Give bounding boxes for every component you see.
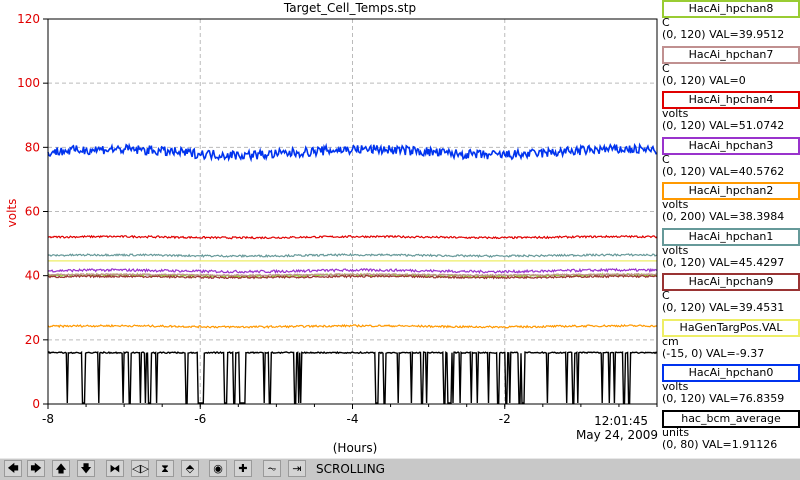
legend-series-name[interactable]: HacAi_hpchan0 [662, 364, 800, 382]
chart-title: Target_Cell_Temps.stp [283, 1, 417, 15]
legend-item[interactable]: HaGenTargPos.VAL cm (-15, 0) VAL=-9.37 [660, 318, 800, 365]
legend-series-name[interactable]: HaGenTargPos.VAL [662, 318, 800, 337]
compress-vertical-icon: ⧗ [161, 462, 169, 475]
arrow-up-icon: 🡅 [55, 462, 67, 475]
legend-units: volts [662, 380, 689, 393]
legend-range-value: (0, 120) VAL=40.5762 [662, 164, 785, 178]
legend-units: cm [662, 334, 679, 348]
legend-item[interactable]: HacAi_hpchan7 C (0, 120) VAL=0 [660, 45, 800, 92]
expand-x-button[interactable]: ◁▷ [131, 460, 149, 477]
legend-units: C [662, 61, 670, 75]
legend-series-name[interactable]: HacAi_hpchan8 [662, 0, 800, 18]
x-tick-label: -2 [499, 412, 511, 426]
compress-x-button[interactable]: ⧓ [106, 460, 124, 477]
autoscale-button[interactable]: ⏦ [263, 460, 281, 477]
expand-horizontal-icon: ◁▷ [132, 462, 149, 475]
toolbar: SCROLLING 🡄 🡆 🡅 🡇 ⧓ ◁▷ ⧗ ⬘ ◉ ✚ ⏦ ⇥ [0, 458, 800, 480]
legend-series-name[interactable]: HacAi_hpchan4 [662, 91, 800, 109]
legend-item[interactable]: HacAi_hpchan8 C (0, 120) VAL=39.9512 [660, 0, 800, 46]
scroll-left-button[interactable]: 🡄 [4, 460, 22, 477]
x-tick-label: -8 [42, 412, 54, 426]
legend-units: volts [662, 243, 689, 257]
autoscale-icon: ⏦ [267, 462, 277, 475]
arrow-right-icon: 🡆 [30, 462, 42, 475]
legend-item[interactable]: hac_bcm_average units (0, 80) VAL=1.91126 [660, 409, 800, 456]
series-line-hacai-hpchan3 [47, 267, 658, 275]
x-axis-label: (Hours) [332, 441, 378, 455]
y-tick-label: 80 [25, 140, 40, 154]
legend-units: volts [662, 107, 689, 120]
legend-range-value: (0, 120) VAL=45.4297 [662, 255, 785, 269]
axes: 0 20 40 60 80 100 120 -8 -6 -4 -2 [17, 12, 658, 426]
status-label: SCROLLING [316, 462, 385, 476]
series-line-hacai-hpchan2 [47, 323, 658, 329]
legend-item[interactable]: HacAi_hpchan3 C (0, 120) VAL=40.5762 [660, 136, 800, 183]
legend-item[interactable]: HacAi_hpchan9 C (0, 120) VAL=39.4531 [660, 273, 800, 319]
legend: HacAi_hpchan8 C (0, 120) VAL=39.9512 HacAi_… [660, 0, 800, 450]
legend-range-value: (-15, 0) VAL=-9.37 [662, 346, 765, 360]
legend-units: C [662, 152, 670, 166]
legend-units: C [662, 289, 670, 302]
grid [47, 18, 657, 405]
y-axis-label: volts [5, 198, 19, 228]
legend-item[interactable]: HacAi_hpchan1 volts (0, 120) VAL=45.4297 [660, 227, 800, 274]
legend-item[interactable]: HacAi_hpchan0 volts (0, 120) VAL=76.8359 [660, 364, 800, 410]
jump-end-icon: ⇥ [292, 462, 302, 475]
legend-units: units [662, 425, 690, 439]
series-line-hacai-hpchan1 [47, 252, 658, 259]
legend-series-name[interactable]: HacAi_hpchan2 [662, 182, 800, 200]
legend-range-value: (0, 120) VAL=0 [662, 73, 746, 87]
series-lines [47, 142, 658, 404]
compress-y-button[interactable]: ⧗ [156, 460, 174, 477]
expand-vertical-icon: ⬘ [185, 462, 195, 475]
arrow-down-icon: 🡇 [80, 462, 92, 475]
record-icon: ◉ [213, 462, 223, 475]
plus-icon: ✚ [238, 462, 248, 475]
legend-item[interactable]: HacAi_hpchan2 volts (0, 200) VAL=38.3984 [660, 182, 800, 228]
legend-units: C [662, 16, 670, 29]
expand-y-button[interactable]: ⬘ [181, 460, 199, 477]
legend-range-value: (0, 120) VAL=76.8359 [662, 392, 785, 405]
legend-range-value: (0, 120) VAL=39.4531 [662, 301, 785, 314]
x-tick-label: -4 [347, 412, 359, 426]
legend-series-name[interactable]: HacAi_hpchan7 [662, 45, 800, 64]
scroll-up-button[interactable]: 🡅 [52, 460, 70, 477]
legend-range-value: (0, 80) VAL=1.91126 [662, 437, 778, 451]
legend-range-value: (0, 120) VAL=39.9512 [662, 28, 785, 41]
series-line-hacai-hpchan4 [48, 234, 658, 240]
scroll-to-end-button[interactable]: ⇥ [288, 460, 306, 477]
y-tick-label: 100 [17, 76, 40, 90]
legend-units: volts [662, 198, 689, 211]
record-button[interactable]: ◉ [209, 460, 227, 477]
y-tick-label: 60 [25, 205, 40, 219]
legend-series-name[interactable]: HacAi_hpchan3 [662, 136, 800, 155]
legend-range-value: (0, 200) VAL=38.3984 [662, 210, 785, 223]
series-line-hacai-hpchan9 [47, 274, 658, 280]
x-tick-label: -6 [194, 412, 206, 426]
strip-chart[interactable]: 0 20 40 60 80 100 120 -8 -6 -4 -2 [0, 0, 800, 458]
arrow-left-icon: 🡄 [7, 462, 19, 475]
legend-series-name[interactable]: HacAi_hpchan1 [662, 227, 800, 246]
timestamp-time: 12:01:45 [594, 414, 648, 428]
scroll-right-button[interactable]: 🡆 [27, 460, 45, 477]
compress-horizontal-icon: ⧓ [109, 462, 121, 475]
y-tick-label: 40 [25, 269, 40, 283]
timestamp-date: May 24, 2009 [575, 428, 658, 442]
legend-item[interactable]: HacAi_hpchan4 volts (0, 120) VAL=51.0742 [660, 91, 800, 137]
y-tick-label: 120 [17, 12, 40, 26]
series-line-hacai-hpchan0 [47, 142, 658, 163]
add-button[interactable]: ✚ [234, 460, 252, 477]
legend-range-value: (0, 120) VAL=51.0742 [662, 119, 785, 132]
series-line-hacai-hpchan7 [47, 272, 658, 277]
y-tick-label: 0 [32, 397, 40, 411]
series-line-hac-bcm-average [47, 350, 658, 404]
legend-series-name[interactable]: hac_bcm_average [662, 409, 800, 428]
scroll-down-button[interactable]: 🡇 [77, 460, 95, 477]
y-tick-label: 20 [25, 333, 40, 347]
legend-series-name[interactable]: HacAi_hpchan9 [662, 273, 800, 291]
